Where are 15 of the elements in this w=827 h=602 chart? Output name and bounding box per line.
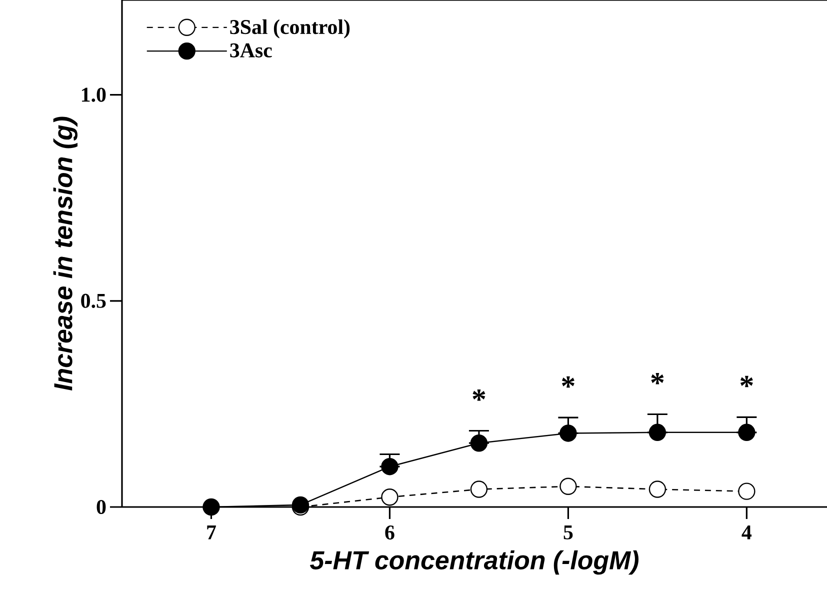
annotation: * xyxy=(562,376,574,388)
annotation: * xyxy=(472,390,486,401)
x-tick-label: 6 xyxy=(385,526,394,540)
y-axis-title: Increase in tension (g) xyxy=(53,116,78,391)
x-tick-label: 4 xyxy=(742,526,752,540)
legend-label: 3Asc xyxy=(230,43,272,58)
legend-label: 3Sal (control) xyxy=(230,19,350,38)
annotation: * xyxy=(651,373,664,384)
x-tick-label: 5 xyxy=(564,526,573,540)
y-tick-label: 1.0 xyxy=(82,88,106,102)
y-tick-label: 0 xyxy=(96,500,106,514)
annotation: * xyxy=(740,376,753,388)
x-axis-title: 5-HT concentration (-logM) xyxy=(310,550,638,575)
y-tick-label: 0.5 xyxy=(81,294,106,308)
x-tick-label: 7 xyxy=(207,526,216,540)
